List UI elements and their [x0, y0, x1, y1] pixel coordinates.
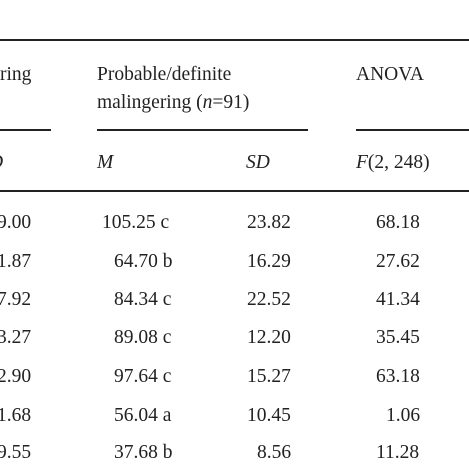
cell-partial: 1.87	[0, 251, 32, 272]
cell-partial: 3.27	[0, 327, 32, 348]
cell-sd: 10.45	[247, 405, 291, 426]
cell-sd: 16.29	[247, 251, 291, 272]
cell-partial: 1.68	[0, 405, 32, 426]
subheader-left-partial: D	[0, 151, 3, 175]
cell-mean: 89.08 c	[114, 327, 172, 348]
group-rule-right	[356, 129, 469, 131]
group-rule-mid	[97, 129, 308, 131]
table-top-rule	[0, 39, 469, 41]
group-header-left-partial: ring	[0, 64, 32, 85]
cell-partial: 7.92	[0, 289, 32, 310]
group-rule-left	[0, 129, 51, 131]
group-header-malingering: malingering (n=91)	[97, 92, 250, 113]
cell-f: 63.18	[376, 366, 420, 387]
cell-sd: 23.82	[247, 212, 291, 233]
cell-sd: 8.56	[257, 442, 292, 463]
cell-sd: 15.27	[247, 366, 291, 387]
group-header-probable-definite: Probable/definite	[97, 64, 232, 85]
subheader-mean: M	[97, 152, 114, 173]
cell-mean: 64.70 b	[114, 251, 173, 272]
subheader-f: F(2, 248)	[356, 152, 430, 173]
cell-mean: 56.04 a	[114, 405, 172, 426]
cell-mean: 37.68 b	[114, 442, 173, 463]
cell-f: 11.28	[376, 442, 420, 463]
cell-partial: 2.90	[0, 366, 32, 387]
cell-mean: 97.64 c	[114, 366, 172, 387]
cell-f: 35.45	[376, 327, 420, 348]
cell-partial: 9.55	[0, 442, 32, 463]
group-header-anova: ANOVA	[356, 64, 424, 85]
cell-f: 27.62	[376, 251, 420, 272]
cell-mean: 84.34 c	[114, 289, 172, 310]
cell-mean: 105.25 c	[102, 212, 170, 233]
cell-f: 68.18	[376, 212, 420, 233]
cell-f: 41.34	[376, 289, 420, 310]
cell-sd: 12.20	[247, 327, 291, 348]
cell-partial: 9.00	[0, 212, 32, 233]
subheader-sd: SD	[246, 152, 270, 173]
header-bottom-rule	[0, 190, 469, 192]
cell-f: 1.06	[386, 405, 421, 426]
cell-sd: 22.52	[247, 289, 291, 310]
